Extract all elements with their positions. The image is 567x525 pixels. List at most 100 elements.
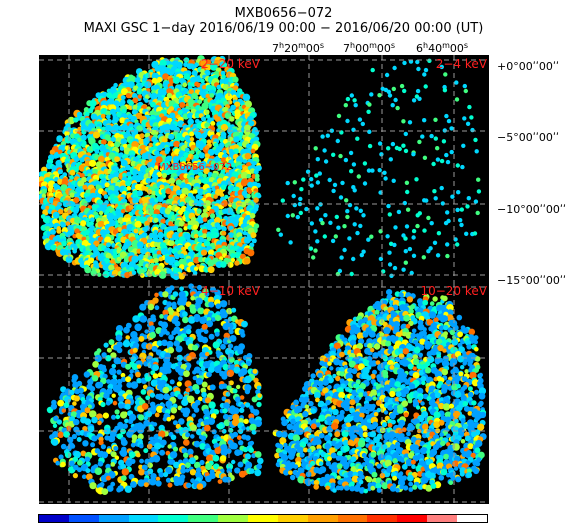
sky-pixel bbox=[190, 478, 196, 484]
sky-pixel bbox=[433, 421, 441, 429]
sky-pixel bbox=[216, 225, 222, 231]
sky-pixel bbox=[112, 92, 119, 99]
sky-pixel bbox=[379, 152, 384, 157]
sky-pixel bbox=[160, 188, 167, 195]
sky-pixel bbox=[202, 233, 208, 239]
sky-pixel bbox=[388, 157, 393, 162]
sky-pixel bbox=[52, 154, 58, 159]
sky-pixel bbox=[179, 298, 187, 306]
sky-pixel bbox=[438, 419, 445, 426]
sky-pixel bbox=[101, 451, 109, 459]
sky-pixel bbox=[474, 415, 480, 421]
sky-pixel bbox=[223, 402, 230, 410]
sky-pixel bbox=[233, 359, 240, 366]
sky-pixel bbox=[373, 411, 379, 417]
sky-pixel bbox=[443, 72, 448, 77]
sky-pixel bbox=[115, 325, 124, 333]
sky-pixel bbox=[338, 391, 346, 399]
sky-pixel bbox=[186, 157, 191, 162]
sky-pixel bbox=[63, 431, 70, 438]
sky-pixel bbox=[254, 176, 260, 182]
sky-pixel bbox=[188, 457, 196, 465]
sky-pixel bbox=[439, 64, 444, 70]
sky-pixel bbox=[187, 224, 193, 230]
sky-pixel bbox=[479, 411, 487, 419]
sky-pixel bbox=[197, 236, 204, 244]
sky-pixel bbox=[432, 240, 438, 245]
sky-pixel bbox=[367, 102, 372, 107]
sky-pixel bbox=[159, 449, 166, 456]
sky-pixel bbox=[350, 456, 357, 463]
sky-pixel bbox=[404, 180, 410, 185]
sky-pixel bbox=[188, 89, 194, 95]
sky-pixel bbox=[349, 93, 354, 98]
sky-pixel bbox=[362, 431, 369, 438]
sky-pixel bbox=[220, 343, 226, 350]
sky-pixel bbox=[221, 428, 227, 434]
sky-pixel bbox=[403, 236, 408, 241]
sky-pixel bbox=[387, 212, 392, 217]
sky-pixel bbox=[111, 393, 116, 398]
sky-pixel bbox=[473, 339, 478, 345]
sky-pixel bbox=[97, 220, 105, 228]
sky-pixel bbox=[349, 395, 355, 400]
sky-pixel bbox=[193, 407, 200, 413]
sky-pixel bbox=[359, 412, 365, 419]
sky-pixel bbox=[416, 66, 421, 72]
sky-pixel bbox=[320, 220, 325, 226]
sky-pixel bbox=[407, 120, 413, 125]
sky-pixel bbox=[64, 396, 71, 404]
sky-pixel bbox=[424, 367, 432, 374]
sky-pixel bbox=[160, 218, 166, 224]
sky-pixel bbox=[397, 146, 402, 152]
sky-pixel bbox=[71, 433, 77, 440]
sky-pixel bbox=[192, 224, 198, 230]
sky-pixel bbox=[126, 171, 132, 177]
sky-pixel bbox=[78, 164, 86, 172]
sky-pixel bbox=[164, 156, 170, 162]
sky-pixel bbox=[201, 391, 207, 398]
sky-pixel bbox=[322, 378, 330, 386]
sky-pixel bbox=[456, 190, 461, 195]
sky-pixel bbox=[409, 425, 415, 431]
sky-pixel bbox=[124, 418, 129, 424]
sky-pixel bbox=[363, 359, 371, 367]
sky-pixel bbox=[103, 392, 110, 399]
sky-pixel bbox=[108, 367, 117, 376]
sky-pixel bbox=[173, 461, 180, 469]
sky-pixel bbox=[161, 137, 168, 144]
sky-pixel bbox=[204, 153, 210, 159]
sky-pixel bbox=[185, 468, 190, 473]
sky-pixel bbox=[187, 112, 194, 119]
sky-pixel bbox=[330, 452, 337, 459]
sky-pixel bbox=[207, 259, 215, 267]
sky-pixel bbox=[72, 249, 77, 254]
sky-pixel bbox=[136, 125, 143, 132]
sky-pixel bbox=[119, 117, 126, 124]
sky-pixel bbox=[314, 391, 321, 399]
sky-pixel bbox=[153, 217, 159, 223]
sky-pixel bbox=[252, 368, 258, 374]
sky-pixel bbox=[137, 414, 145, 421]
sky-map-4-10kev-image bbox=[39, 282, 264, 504]
sky-pixel bbox=[182, 316, 189, 324]
sky-pixel bbox=[149, 425, 155, 432]
sky-pixel bbox=[242, 159, 248, 164]
sky-pixel bbox=[77, 180, 85, 188]
sky-pixel bbox=[402, 200, 407, 206]
sky-pixel bbox=[185, 366, 191, 372]
sky-pixel bbox=[90, 442, 96, 448]
sky-pixel bbox=[396, 209, 402, 215]
sky-pixel bbox=[192, 375, 198, 381]
sky-pixel bbox=[256, 165, 262, 171]
sky-pixel bbox=[345, 372, 353, 381]
sky-pixel bbox=[208, 249, 215, 256]
sky-pixel bbox=[361, 213, 366, 218]
sky-pixel bbox=[221, 74, 226, 79]
sky-pixel bbox=[377, 93, 382, 98]
sky-pixel bbox=[209, 213, 216, 219]
sky-pixel bbox=[345, 209, 350, 214]
sky-pixel bbox=[469, 115, 474, 120]
sky-pixel bbox=[352, 222, 357, 227]
sky-pixel bbox=[217, 164, 224, 170]
